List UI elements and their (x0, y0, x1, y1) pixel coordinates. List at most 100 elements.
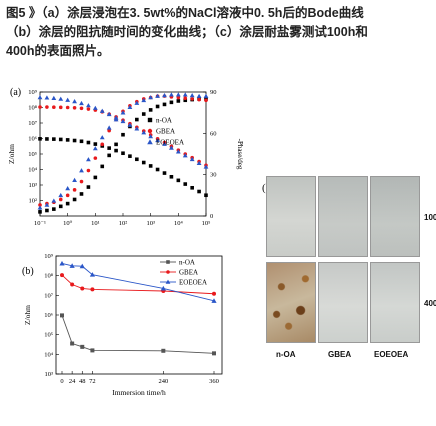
data-point-n-oa-phase (107, 153, 111, 158)
legend-label-b: n-OA (179, 259, 195, 267)
data-point-n-oa-impedance (141, 160, 146, 165)
data-point-eoeoea (211, 298, 217, 303)
data-point-eoeoea-impedance (127, 122, 133, 127)
data-point-n-oa-phase (79, 192, 84, 196)
data-point-eoeoea (89, 272, 95, 277)
y-tick-label-b: 10⁴ (44, 351, 54, 358)
data-point-eoeoea-phase (65, 186, 71, 191)
data-point-eoeoea-impedance (72, 99, 77, 104)
data-point-n-oa-phase (58, 204, 63, 209)
legend-label-b: EOEOEA (179, 279, 207, 287)
data-point-eoeoea (59, 260, 65, 266)
x-tick-label-a: 10¹ (91, 220, 100, 227)
y-tick-label-a: 10⁸ (28, 105, 38, 112)
y2-tick-label-a: 60 (210, 130, 217, 137)
data-point-n-oa-impedance (38, 137, 42, 141)
photo-noa-400h (266, 262, 316, 343)
data-point-n-oa-phase (148, 108, 153, 112)
data-point-n-oa-impedance (190, 185, 194, 190)
y2-axis-label-a: -Phase/deg (236, 139, 244, 170)
data-point-n-oa-impedance (114, 148, 118, 153)
x-tick-label-a: 10⁵ (202, 220, 211, 227)
data-point-gbea-phase (197, 97, 201, 102)
data-point-eoeoea-impedance (141, 130, 147, 135)
data-point-gbea-phase (38, 203, 42, 207)
data-point-eoeoea-phase (127, 104, 133, 109)
data-point-n-oa (90, 348, 95, 353)
data-point-eoeoea-phase (182, 92, 188, 97)
data-point-eoeoea-impedance (99, 108, 105, 113)
data-point-gbea-impedance (72, 106, 77, 110)
data-point-n-oa-impedance (128, 154, 132, 158)
data-point-n-oa (70, 341, 75, 346)
x-axis-label-b: Immersion time/h (112, 388, 166, 397)
figure-caption: 图5 》（a）涂层浸泡在3. 5wt%的NaCl溶液中0. 5h后的Bode曲线… (6, 4, 432, 61)
bode-chart: (a) 10⁻¹ 10⁰ 10¹ 10² 10³ 10⁴ 10⁵ 10² 10³ 10⁴ 10⁵ 10⁶… (7, 87, 244, 227)
data-point-eoeoea-impedance (134, 126, 140, 131)
data-point-gbea-impedance (45, 105, 49, 109)
data-point-n-oa-impedance (197, 189, 201, 194)
data-point-eoeoea-impedance (169, 145, 174, 150)
legend-marker-a (147, 128, 153, 134)
data-point-gbea-phase (176, 95, 181, 100)
y-axis-label-b: Z/ohm (23, 305, 32, 325)
data-point-eoeoea-phase (86, 157, 91, 162)
x-tick-label-a: 10⁴ (174, 220, 184, 227)
data-point-gbea-phase (204, 98, 208, 103)
data-point-n-oa-phase (52, 207, 56, 211)
y2-tick-label-a: 90 (210, 89, 217, 96)
data-point-n-oa-phase (176, 99, 181, 103)
data-point-n-oa-phase (114, 142, 118, 147)
legend-marker-a (147, 139, 153, 145)
data-point-n-oa-phase (141, 112, 146, 116)
data-point-eoeoea-phase (99, 135, 105, 140)
data-point-eoeoea-impedance (106, 111, 112, 117)
data-point-n-oa-impedance (183, 182, 188, 186)
data-point-gbea (70, 282, 75, 287)
data-point-gbea-phase (86, 168, 91, 173)
data-point-n-oa (80, 344, 85, 349)
y-tick-label-a: 10⁴ (28, 167, 38, 174)
data-point-eoeoea-impedance (196, 160, 202, 165)
data-point-gbea-phase (100, 142, 105, 147)
data-point-eoeoea-phase (106, 125, 112, 130)
data-point-gbea-phase (93, 156, 98, 160)
data-point-eoeoea-phase (155, 93, 160, 98)
data-point-gbea-impedance (52, 105, 56, 109)
data-point-n-oa-impedance (176, 178, 181, 183)
data-point-n-oa-impedance (107, 146, 111, 150)
legend-marker-a (147, 117, 153, 123)
x-tick-label-a: 10⁰ (63, 220, 73, 227)
caption-line-1: 图5 》（a）涂层浸泡在3. 5wt%的NaCl溶液中0. 5h后的Bode曲线 (6, 6, 364, 20)
data-point-eoeoea-phase (92, 146, 98, 151)
row-label-100h: 100h (424, 213, 436, 222)
data-point-n-oa-impedance (52, 137, 56, 141)
y-tick-label-b: 10⁵ (44, 332, 53, 339)
x-tick-label-a: 10⁻¹ (34, 220, 46, 227)
data-point-n-oa (212, 351, 216, 356)
data-point-eoeoea-phase (203, 93, 209, 98)
data-point-eoeoea-impedance (58, 96, 64, 101)
data-point-eoeoea-impedance (203, 164, 209, 169)
data-point-n-oa-phase (169, 100, 174, 105)
legend-label-b: GBEA (179, 269, 198, 277)
data-point-gbea-phase (79, 179, 84, 184)
data-point-gbea-impedance (38, 105, 42, 109)
data-point-eoeoea-impedance (86, 103, 91, 108)
data-point-n-oa (60, 313, 64, 318)
series-line-gbea (61, 274, 215, 295)
y-tick-label-a: 10⁷ (28, 120, 37, 127)
data-point-eoeoea-impedance (162, 141, 167, 146)
caption-line-2: （b）涂层的阻抗随时间的变化曲线；（c）涂层耐盐雾测试100h和 (6, 25, 368, 39)
data-point-n-oa-impedance (148, 164, 153, 168)
data-point-eoeoea-phase (44, 202, 50, 207)
data-point-n-oa-impedance (135, 157, 139, 162)
data-point-n-oa-impedance (79, 139, 84, 144)
data-point-eoeoea-impedance (65, 97, 71, 102)
data-point-n-oa (161, 348, 166, 353)
series-line-eoeoea (61, 263, 215, 302)
data-point-eoeoea-impedance (175, 149, 181, 154)
impedance-time-chart: (b) 0 24 48 72 240 360 10³ 10⁴ 10⁵ 10⁶ 10⁷ 10⁸ 10⁹ Z/o… (22, 253, 223, 397)
data-point-eoeoea-impedance (189, 156, 195, 162)
data-point-n-oa-impedance (86, 140, 91, 145)
